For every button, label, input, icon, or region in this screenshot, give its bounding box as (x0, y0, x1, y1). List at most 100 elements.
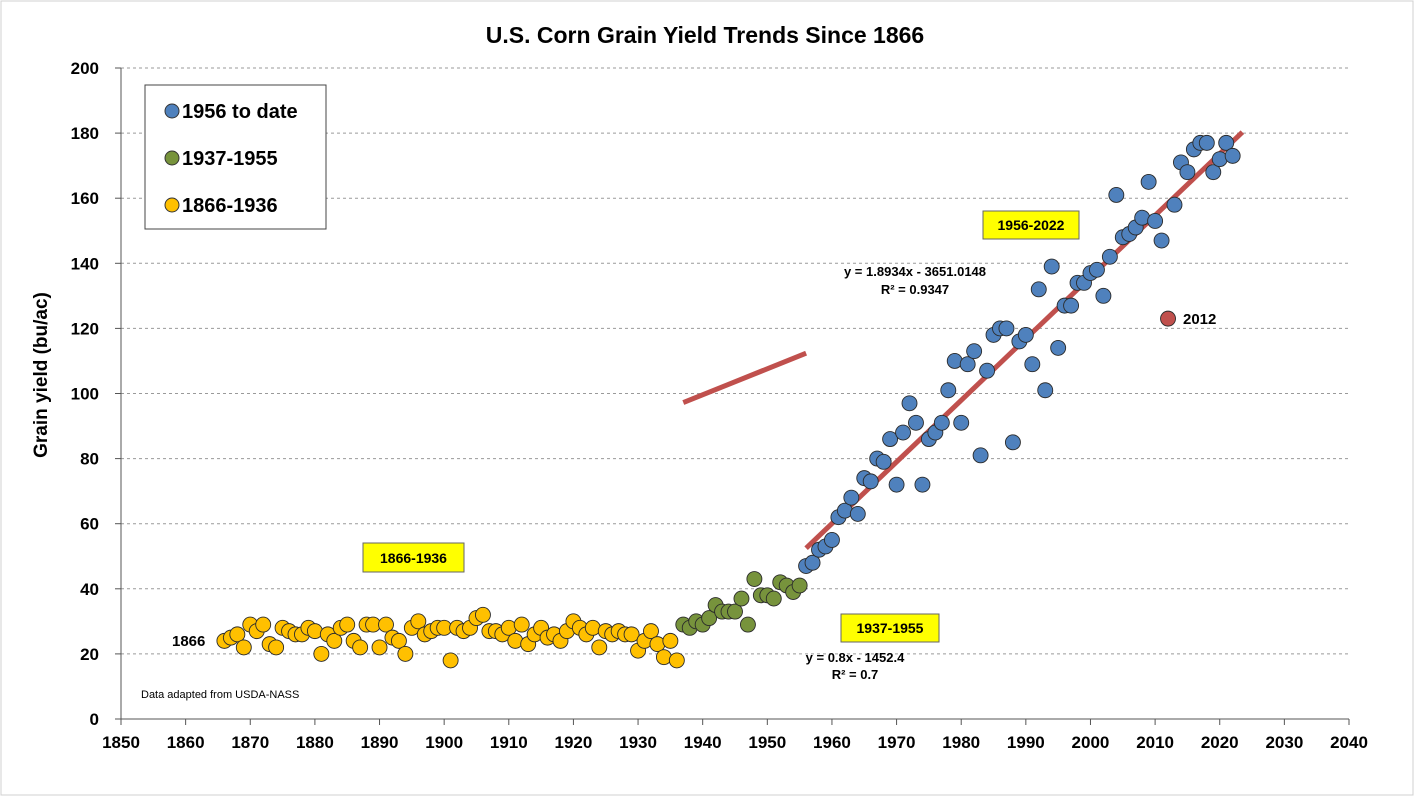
data-point-1866-1936-1936 (668, 652, 685, 669)
data-point-1866-1936-1896 (410, 613, 427, 630)
data-point-1866-1936-1887 (352, 639, 369, 656)
legend-label-mid: 1937-1955 (182, 148, 278, 170)
data-point-1956 to date-1984 (979, 362, 996, 379)
period-box-1866-1936: 1866-1936 (362, 542, 465, 573)
x-tick-label-1950: 1950 (748, 733, 786, 752)
y-tick-label-0: 0 (90, 710, 99, 729)
y-tick-label-180: 180 (71, 124, 99, 143)
data-point-1956 to date-2011 (1153, 232, 1170, 249)
data-point-1956 to date-1964 (849, 505, 866, 522)
y-tick-label-100: 100 (71, 385, 99, 404)
data-point-1956 to date-2010 (1147, 213, 1164, 229)
data-point-1937-1955-1951 (765, 590, 782, 607)
data-point-1956 to date-2019 (1205, 164, 1222, 181)
data-point-1956 to date-2013 (1166, 196, 1183, 213)
x-tick-label-2010: 2010 (1136, 733, 1174, 752)
data-point-1956 to date-1978 (940, 382, 957, 399)
data-point-1956 to date-1988 (1004, 434, 1021, 451)
data-point-1866-1936-1906 (474, 606, 491, 623)
data-point-1866-1936-1868 (229, 626, 246, 643)
data-point-1866-1936-1883 (326, 632, 343, 649)
data-point-1956 to date-2003 (1101, 248, 1118, 265)
data-point-1866-1936-1893 (390, 632, 407, 649)
data-point-1866-1936-1881 (313, 645, 330, 662)
data-point-1956 to date-2015 (1179, 164, 1196, 181)
y-axis-label: Grain yield (bu/ac) (31, 292, 52, 458)
x-tick-label-1880: 1880 (296, 733, 334, 752)
data-point-1956 to date-1981 (959, 356, 976, 373)
data-point-1956 to date-1987 (998, 320, 1015, 337)
equation-1956-2022: y = 1.8934x - 3651.0148 (844, 264, 986, 279)
period-box-1866-1936-text: 1866-1936 (380, 550, 447, 566)
label-2012: 2012 (1183, 311, 1216, 328)
data-point-1956 to date-1995 (1050, 339, 1067, 356)
x-tick-label-1870: 1870 (231, 733, 269, 752)
data-point-1956 to date-1972 (901, 395, 918, 412)
data-point-1956 to date-1992 (1030, 281, 1047, 298)
source-note: Data adapted from USDA-NASS (141, 689, 299, 701)
x-tick-label-1910: 1910 (490, 733, 528, 752)
legend-marker-early (164, 197, 180, 213)
x-tick-label-1920: 1920 (555, 733, 593, 752)
r-squared-1956-2022: R² = 0.9347 (881, 282, 949, 297)
data-point-1956 to date-1970 (888, 476, 905, 493)
x-tick-label-1860: 1860 (167, 733, 205, 752)
data-point-1956 to date-1994 (1043, 258, 1060, 275)
data-point-1937-1955-1955 (791, 577, 808, 594)
legend-marker-modern (164, 103, 180, 119)
data-point-1866-1936-1874 (268, 639, 285, 656)
x-tick-label-1850: 1850 (102, 733, 140, 752)
x-tick-label-1930: 1930 (619, 733, 657, 752)
legend-label-early: 1866-1936 (182, 195, 278, 217)
data-point-1956 to date-1977 (933, 414, 950, 431)
period-box-1956-2022-bg (982, 210, 1080, 240)
period-box-1866-1936-bg (362, 542, 465, 573)
period-box-1937-1955-text: 1937-1955 (857, 620, 924, 636)
legend: 1956 to date 1937-1955 1866-1936 (144, 84, 327, 230)
x-tick-label-2000: 2000 (1072, 733, 1110, 752)
data-point-1956 to date-1982 (966, 343, 983, 360)
data-point-1866-1936-1885 (339, 616, 356, 633)
x-tick-label-2030: 2030 (1265, 733, 1303, 752)
data-point-1956 to date-1991 (1024, 356, 1041, 373)
data-point-1956 to date-2001 (1088, 261, 1105, 278)
data-point-2012-2012 (1160, 310, 1176, 327)
data-point-1866-1936-1869 (235, 639, 252, 656)
y-tick-label-120: 120 (71, 319, 99, 338)
x-tick-label-1960: 1960 (813, 733, 851, 752)
data-point-1866-1936-1912 (513, 616, 530, 633)
data-point-1956 to date-2004 (1108, 186, 1125, 203)
x-tick-label-1900: 1900 (425, 733, 463, 752)
data-point-1956 to date-1973 (908, 414, 924, 431)
data-point-1956 to date-1960 (823, 532, 840, 548)
points-layer (216, 134, 1241, 669)
x-tick-label-1980: 1980 (942, 733, 980, 752)
data-point-1866-1936-1872 (255, 616, 272, 633)
data-point-1866-1936-1894 (397, 645, 414, 662)
legend-marker-mid (164, 150, 180, 166)
trendline-1937-1955 (682, 350, 808, 405)
data-point-1866-1936-1935 (662, 632, 679, 649)
data-point-1937-1955-1948 (746, 571, 763, 587)
r-squared-1937-1955: R² = 0.7 (832, 667, 879, 682)
period-box-1937-1955-bg (840, 613, 940, 643)
data-point-1956 to date-2018 (1198, 134, 1215, 151)
x-tick-label-1890: 1890 (361, 733, 399, 752)
data-point-1956 to date-1968 (875, 453, 892, 470)
period-box-1956-2022: 1956-2022 (982, 210, 1080, 240)
period-box-1956-2022-text: 1956-2022 (998, 217, 1065, 233)
data-point-1866-1936-1901 (442, 652, 459, 669)
data-point-1866-1936-1932 (643, 623, 659, 640)
data-point-1956 to date-1974 (914, 476, 931, 493)
y-tick-label-20: 20 (80, 645, 99, 664)
data-point-1956 to date-2009 (1140, 173, 1157, 190)
y-tick-label-60: 60 (80, 515, 99, 534)
data-point-1937-1955-1945 (727, 603, 743, 620)
data-point-1956 to date-1980 (953, 414, 970, 431)
y-tick-label-40: 40 (80, 580, 99, 599)
data-point-1956 to date-1963 (843, 489, 860, 506)
data-point-1956 to date-1966 (862, 473, 879, 490)
x-tick-label-2020: 2020 (1201, 733, 1239, 752)
data-point-1956 to date-1983 (972, 447, 989, 464)
